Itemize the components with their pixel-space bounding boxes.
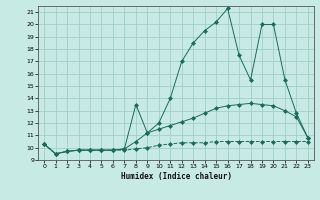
X-axis label: Humidex (Indice chaleur): Humidex (Indice chaleur): [121, 172, 231, 181]
